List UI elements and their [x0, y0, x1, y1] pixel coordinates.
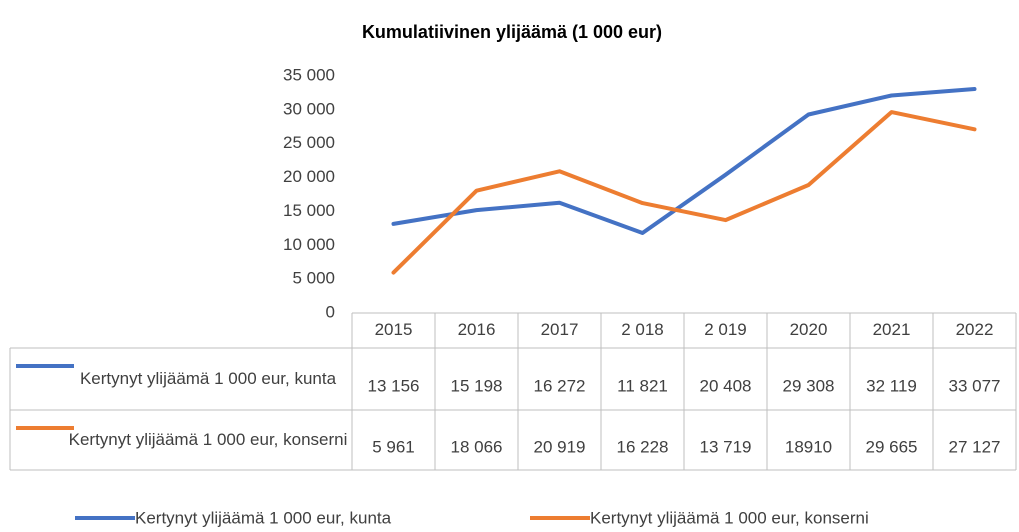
- table-row-label: Kertynyt ylijäämä 1 000 eur, kunta: [79, 369, 337, 388]
- table-value: 15 198: [451, 376, 503, 395]
- table-value: 29 308: [783, 376, 835, 395]
- y-tick-label: 15 000: [283, 201, 335, 220]
- legend-label: Kertynyt ylijäämä 1 000 eur, kunta: [135, 508, 392, 527]
- table-row-label: Kertynyt ylijäämä 1 000 eur, konserni: [68, 430, 348, 449]
- y-tick-label: 20 000: [283, 167, 335, 186]
- table-value: 29 665: [866, 437, 918, 456]
- table-value: 20 408: [700, 376, 752, 395]
- table-value: 16 228: [617, 437, 669, 456]
- data-line: [391, 87, 977, 235]
- table-value: 32 119: [866, 376, 917, 395]
- table-value: 13 719: [700, 437, 752, 456]
- x-tick-label: 2021: [873, 320, 911, 339]
- table-value: 13 156: [368, 376, 420, 395]
- table-value: 18 066: [451, 437, 503, 456]
- y-tick-label: 5 000: [292, 269, 335, 288]
- table-value: 33 077: [949, 376, 1001, 395]
- x-tick-label: 2 019: [704, 320, 747, 339]
- data-line: [391, 110, 977, 275]
- table-row-label: Kertynyt ylijäämä 1 000 eur, kunta: [79, 369, 337, 388]
- x-tick-label: 2015: [375, 320, 413, 339]
- x-tick-label: 2016: [458, 320, 496, 339]
- y-tick-label: 25 000: [283, 133, 335, 152]
- table-value: 16 272: [534, 376, 586, 395]
- table-value: 5 961: [372, 437, 415, 456]
- table-value: 11 821: [617, 376, 668, 395]
- chart-title: Kumulatiivinen ylijäämä (1 000 eur): [362, 22, 662, 42]
- legend-label: Kertynyt ylijäämä 1 000 eur, konserni: [590, 508, 869, 527]
- x-tick-label: 2017: [541, 320, 579, 339]
- table-value: 27 127: [949, 437, 1001, 456]
- x-tick-label: 2020: [790, 320, 828, 339]
- x-tick-label: 2 018: [621, 320, 664, 339]
- y-tick-label: 30 000: [283, 99, 335, 118]
- y-tick-label: 10 000: [283, 235, 335, 254]
- table-row-label: Kertynyt ylijäämä 1 000 eur, konserni: [68, 430, 348, 449]
- y-tick-label: 35 000: [283, 65, 335, 84]
- table-value: 18910: [785, 437, 832, 456]
- x-tick-label: 2022: [956, 320, 994, 339]
- y-tick-label: 0: [326, 302, 335, 321]
- table-value: 20 919: [534, 437, 586, 456]
